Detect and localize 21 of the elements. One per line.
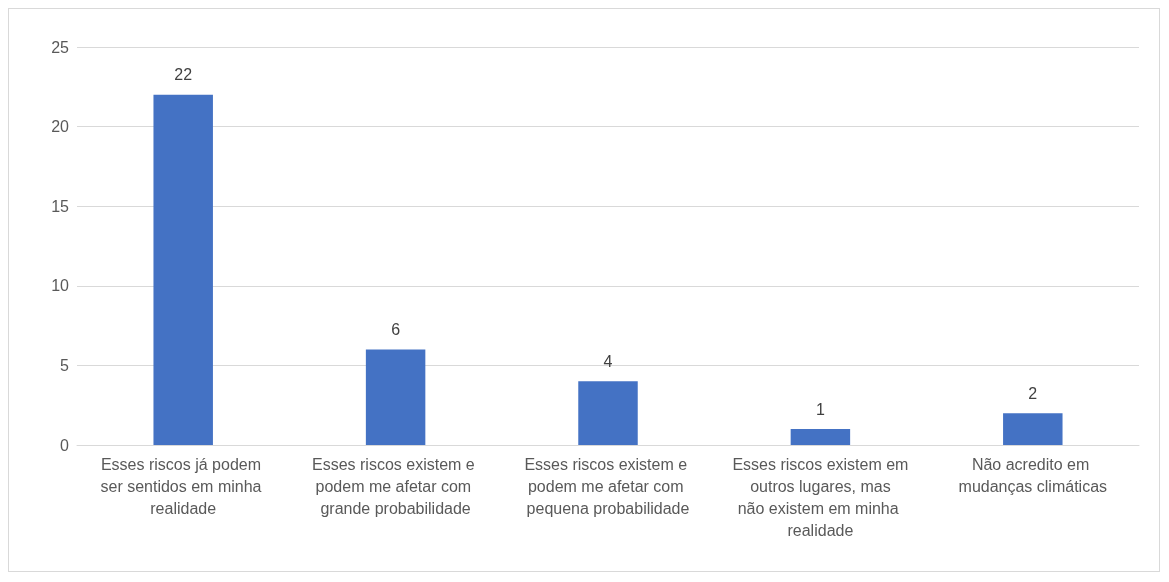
- bar: [1003, 413, 1063, 445]
- x-tick-label: Não acredito em mudanças climáticas: [958, 455, 1108, 495]
- y-tick-label: 25: [51, 38, 70, 56]
- y-tick-label: 0: [60, 436, 70, 454]
- y-tick-label: 5: [60, 356, 70, 374]
- x-tick-label: Esses riscos existem e podem me afetar com grande probabilidade: [312, 455, 480, 517]
- data-label: 4: [603, 352, 613, 370]
- bar: [153, 94, 213, 445]
- x-tick-label: Esses riscos existem e podem me afetar com pequena probabilidade: [524, 455, 692, 517]
- bar: [365, 349, 426, 445]
- data-label: 1: [815, 400, 825, 418]
- data-label: 6: [391, 320, 401, 338]
- x-tick-label: Esses riscos já podem ser sentidos em minha realidade: [100, 455, 266, 517]
- data-label: 22: [174, 66, 193, 84]
- bar: [790, 429, 851, 445]
- y-tick-label: 15: [51, 197, 70, 215]
- data-label: 2: [1028, 384, 1038, 402]
- y-tick-label: 10: [51, 277, 70, 295]
- bar: [578, 381, 638, 445]
- y-tick-label: 20: [51, 118, 70, 136]
- x-tick-label: Esses riscos existem em outros lugares, mas não existem em minha realidade: [732, 455, 909, 539]
